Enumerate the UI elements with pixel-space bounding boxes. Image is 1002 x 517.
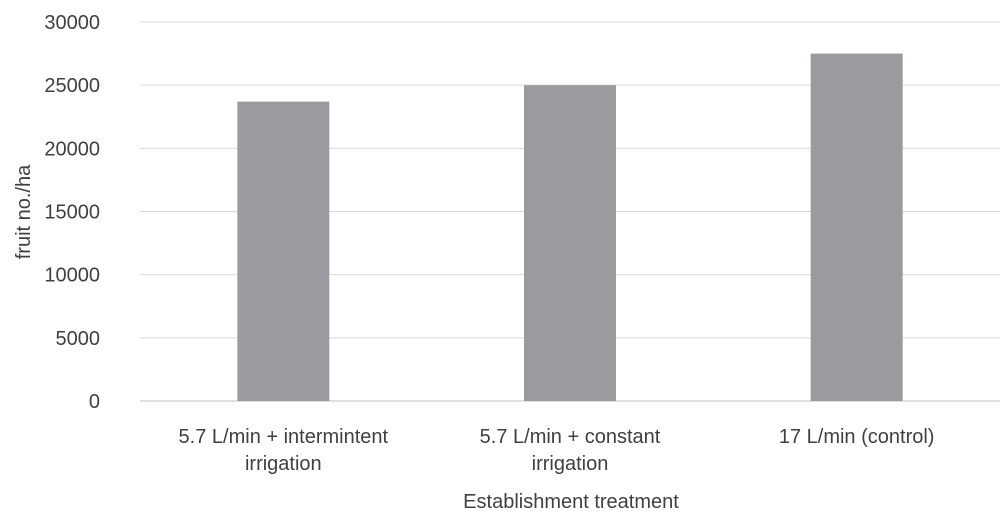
bar — [237, 101, 330, 401]
bar — [810, 53, 903, 401]
x-category-label: 5.7 L/min + intermintent — [179, 426, 389, 448]
x-category-labels: 5.7 L/min + intermintent irrigation 5.7 L/… — [179, 426, 935, 475]
x-category-label: irrigation — [532, 453, 609, 475]
y-tick-label: 0 — [89, 391, 100, 413]
x-axis-title: Establishment treatment — [463, 491, 679, 513]
y-tick-labels: 0 5000 10000 15000 20000 25000 30000 — [44, 12, 100, 413]
y-tick-label: 10000 — [44, 265, 100, 287]
bars — [237, 53, 903, 402]
bar — [524, 85, 616, 402]
x-category-label: 17 L/min (control) — [779, 426, 935, 448]
y-tick-label: 5000 — [56, 328, 101, 350]
y-tick-label: 20000 — [44, 138, 100, 160]
y-tick-label: 30000 — [44, 12, 100, 34]
x-category-label: irrigation — [245, 453, 322, 475]
y-axis-title: fruit no./ha — [13, 164, 35, 259]
x-category-label: 5.7 L/min + constant — [480, 426, 661, 448]
y-tick-label: 25000 — [44, 75, 100, 97]
y-tick-label: 15000 — [44, 202, 100, 224]
